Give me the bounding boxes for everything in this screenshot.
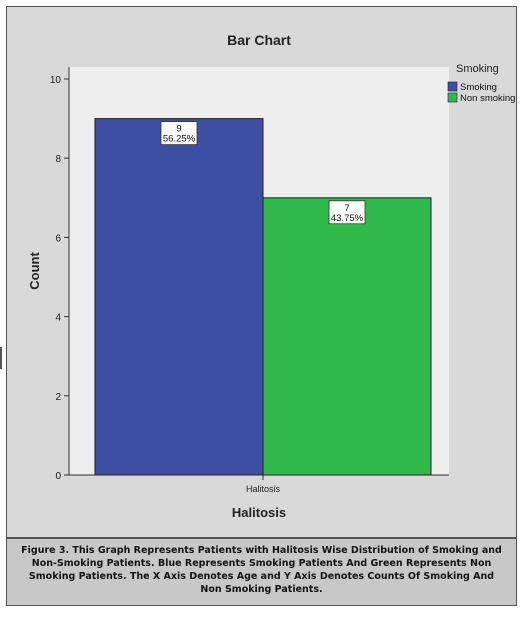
data-label-percent: 56.25% (163, 134, 196, 145)
y-axis-title: Count (27, 252, 42, 290)
x-axis-title: Halitosis (232, 505, 286, 520)
x-axis-ticks: Halitosis (246, 475, 281, 494)
chart-title: Bar Chart (227, 32, 291, 48)
legend-title: Smoking (456, 63, 499, 75)
y-tick-label: 8 (55, 154, 61, 165)
data-label-box (160, 121, 198, 145)
bar-chart: Bar Chart Count Halitosis 0 2 4 6 8 10 956.25… (27, 32, 515, 520)
x-tick-label: Halitosis (246, 484, 281, 494)
y-tick-label: 10 (50, 75, 62, 86)
data-label-count: 7 (344, 203, 349, 214)
y-tick-label: 2 (55, 392, 61, 403)
data-label-percent: 43.75% (331, 213, 364, 224)
legend-swatch-non-smoking (447, 92, 458, 103)
figure-caption: Figure 3. This Graph Represents Patients… (6, 537, 517, 606)
bar-smoking (94, 118, 264, 476)
chart-frame: Bar Chart Count Halitosis 0 2 4 6 8 10 9 56.25… (6, 6, 517, 606)
data-label-count: 9 (176, 124, 181, 135)
legend-label: Smoking (460, 82, 497, 93)
legend-label: Non smoking (460, 93, 515, 104)
y-tick-label: 0 (55, 471, 61, 482)
bar-non-smoking (262, 197, 432, 476)
data-label-box (328, 200, 366, 225)
y-axis-ticks: 0 2 4 6 8 10 (50, 75, 69, 482)
legend-swatch-smoking (447, 81, 458, 92)
data-labels-group: 956.25% 743.75% (160, 121, 366, 225)
y-tick-label: 4 (55, 313, 61, 324)
page-edge-mark (0, 347, 2, 369)
y-tick-label: 6 (55, 233, 61, 244)
bars-group (94, 118, 432, 476)
